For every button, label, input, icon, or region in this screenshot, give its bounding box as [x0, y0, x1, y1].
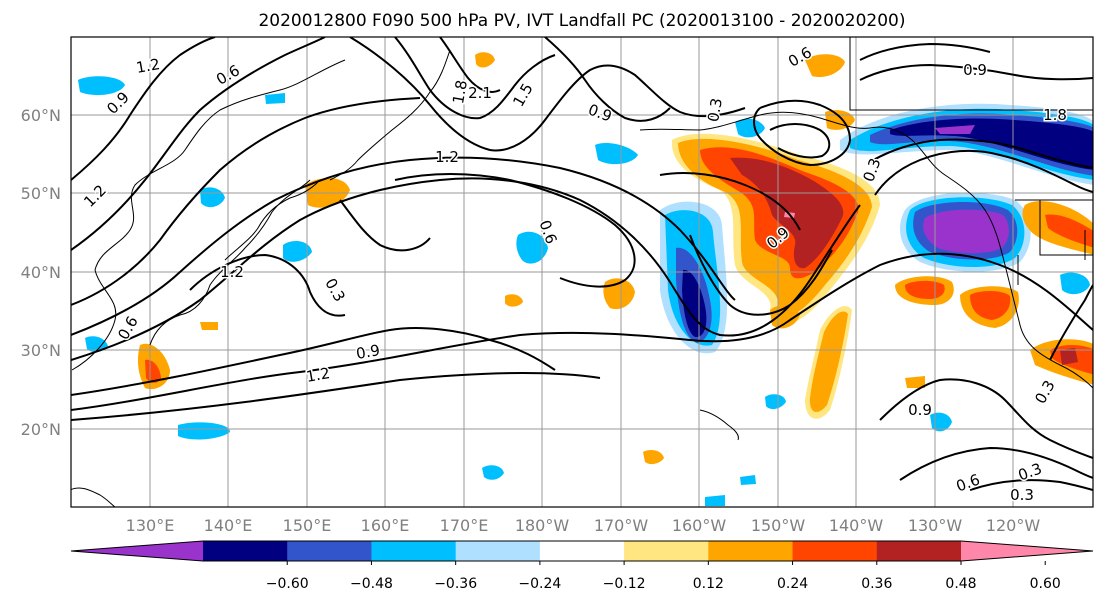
- colorbar-tick-label: 0.60: [1030, 576, 1061, 592]
- fill-region-redorange-6: [145, 359, 161, 383]
- fill-region-cyan-14: [705, 495, 725, 506]
- fill-region-cyan-4: [78, 76, 125, 96]
- fill-region-purple: [935, 125, 975, 134]
- fill-region-orange-13: [643, 450, 664, 465]
- colorbar-outline: [70, 540, 1094, 562]
- contour-labels: 1.2 0.60.91.22.1 1.51.80.90.60.30.91.21.20…: [79, 42, 1069, 506]
- lon-label: 150°W: [751, 516, 806, 535]
- ivt-fill-layer: [78, 52, 1093, 506]
- contour-label: 1.2: [220, 263, 244, 281]
- colorbar-bin: [203, 541, 288, 561]
- colorbar-extend-max: [961, 541, 1093, 561]
- colorbar-extend-min: [71, 541, 203, 561]
- contour-label: 0.9: [963, 61, 987, 79]
- contour-label: 0.3: [1010, 486, 1034, 504]
- colorbar-bin: [876, 541, 962, 561]
- fill-region-orange-19: [1060, 348, 1078, 365]
- colorbar-bin: [287, 541, 372, 561]
- lon-label: 160°E: [361, 516, 410, 535]
- colorbar-bin: [708, 541, 794, 561]
- colorbar-tick-label: 0.12: [693, 576, 724, 592]
- fill-region-cyan-15: [482, 465, 504, 480]
- fill-region-orange-11: [805, 54, 845, 78]
- latitude-axis: 60°N 50°N 40°N 30°N 20°N: [21, 106, 61, 439]
- fill-region-navy: [682, 269, 707, 338]
- lon-label: 170°W: [594, 516, 649, 535]
- fill-region-cyan-8: [200, 187, 225, 208]
- fill-region-cyan-9: [178, 422, 230, 440]
- lat-label: 30°N: [21, 341, 61, 360]
- contour-label: 0.9: [908, 401, 932, 419]
- lon-label: 130°E: [126, 516, 175, 535]
- map-plot: [71, 37, 1093, 507]
- map-frame: [70, 36, 1094, 508]
- lat-label: 50°N: [21, 184, 61, 203]
- lon-label: 140°W: [829, 516, 884, 535]
- colorbar-tick-label: −0.48: [350, 576, 393, 592]
- fill-region-orange-7: [809, 311, 848, 413]
- lat-label: 20°N: [21, 420, 61, 439]
- lon-label: 150°E: [283, 516, 332, 535]
- colorbar-tick-label: −0.24: [518, 576, 561, 592]
- contour-label: 1.8: [1043, 106, 1067, 124]
- figure-title: 2020012800 F090 500 hPa PV, IVT Landfall…: [258, 11, 905, 31]
- contour-label: 0.3: [704, 97, 726, 124]
- colorbar-bin: [455, 541, 541, 561]
- lat-label: 60°N: [21, 106, 61, 125]
- fill-region-cyan-12: [265, 93, 285, 104]
- contour-label: 1.2: [305, 364, 332, 386]
- fill-region-orange-18: [475, 52, 495, 68]
- fill-region-orange-15: [200, 322, 218, 330]
- lon-label: 140°E: [204, 516, 253, 535]
- lon-label: 180°W: [515, 516, 570, 535]
- fill-region-orange-17: [905, 376, 925, 388]
- colorbar-tick-label: −0.12: [603, 576, 646, 592]
- colorbar-tick-label: 0.48: [945, 576, 976, 592]
- colorbar-bin: [792, 541, 878, 561]
- colorbar-tick-label: 0.24: [777, 576, 808, 592]
- contour-label: 2.1: [468, 84, 492, 102]
- lat-label: 40°N: [21, 263, 61, 282]
- colorbar-bin: [539, 541, 625, 561]
- lon-label: 170°E: [440, 516, 489, 535]
- lon-label: 130°W: [908, 516, 963, 535]
- fill-region-purple-2: [923, 209, 1009, 254]
- fill-region-cyan-6: [516, 231, 548, 264]
- pv-contours: [71, 37, 1093, 491]
- fill-region-cyan-17: [85, 336, 108, 353]
- colorbar: −0.60 −0.48 −0.36 −0.24 −0.12 0.12 0.24 0.36 0.4…: [70, 540, 1094, 592]
- colorbar-bin: [624, 541, 709, 561]
- fill-region-cyan-11: [1060, 272, 1090, 295]
- longitude-axis: 130°E 140°E 150°E 160°E 170°E 180°W 170°…: [126, 516, 1041, 535]
- colorbar-bin: [371, 541, 457, 561]
- colorbar-tick-label: −0.60: [266, 576, 309, 592]
- fill-region-cyan-7: [283, 240, 312, 262]
- political-borders: [849, 37, 1093, 285]
- lon-label: 120°W: [986, 516, 1041, 535]
- fill-region-orange-14: [505, 294, 523, 307]
- colorbar-tick-label: −0.36: [434, 576, 477, 592]
- lon-label: 160°W: [672, 516, 727, 535]
- colorbar-tick-label: 0.36: [861, 576, 892, 592]
- fill-region-redorange-3: [970, 291, 1011, 320]
- fill-region-cyan-16: [765, 394, 786, 410]
- fill-region-cyan-18: [740, 475, 756, 485]
- fill-region-redorange-4: [1045, 214, 1093, 248]
- contour-label: 0.9: [355, 341, 382, 363]
- fill-region-cyan-5: [595, 143, 638, 165]
- contour-label: 1.2: [435, 148, 459, 166]
